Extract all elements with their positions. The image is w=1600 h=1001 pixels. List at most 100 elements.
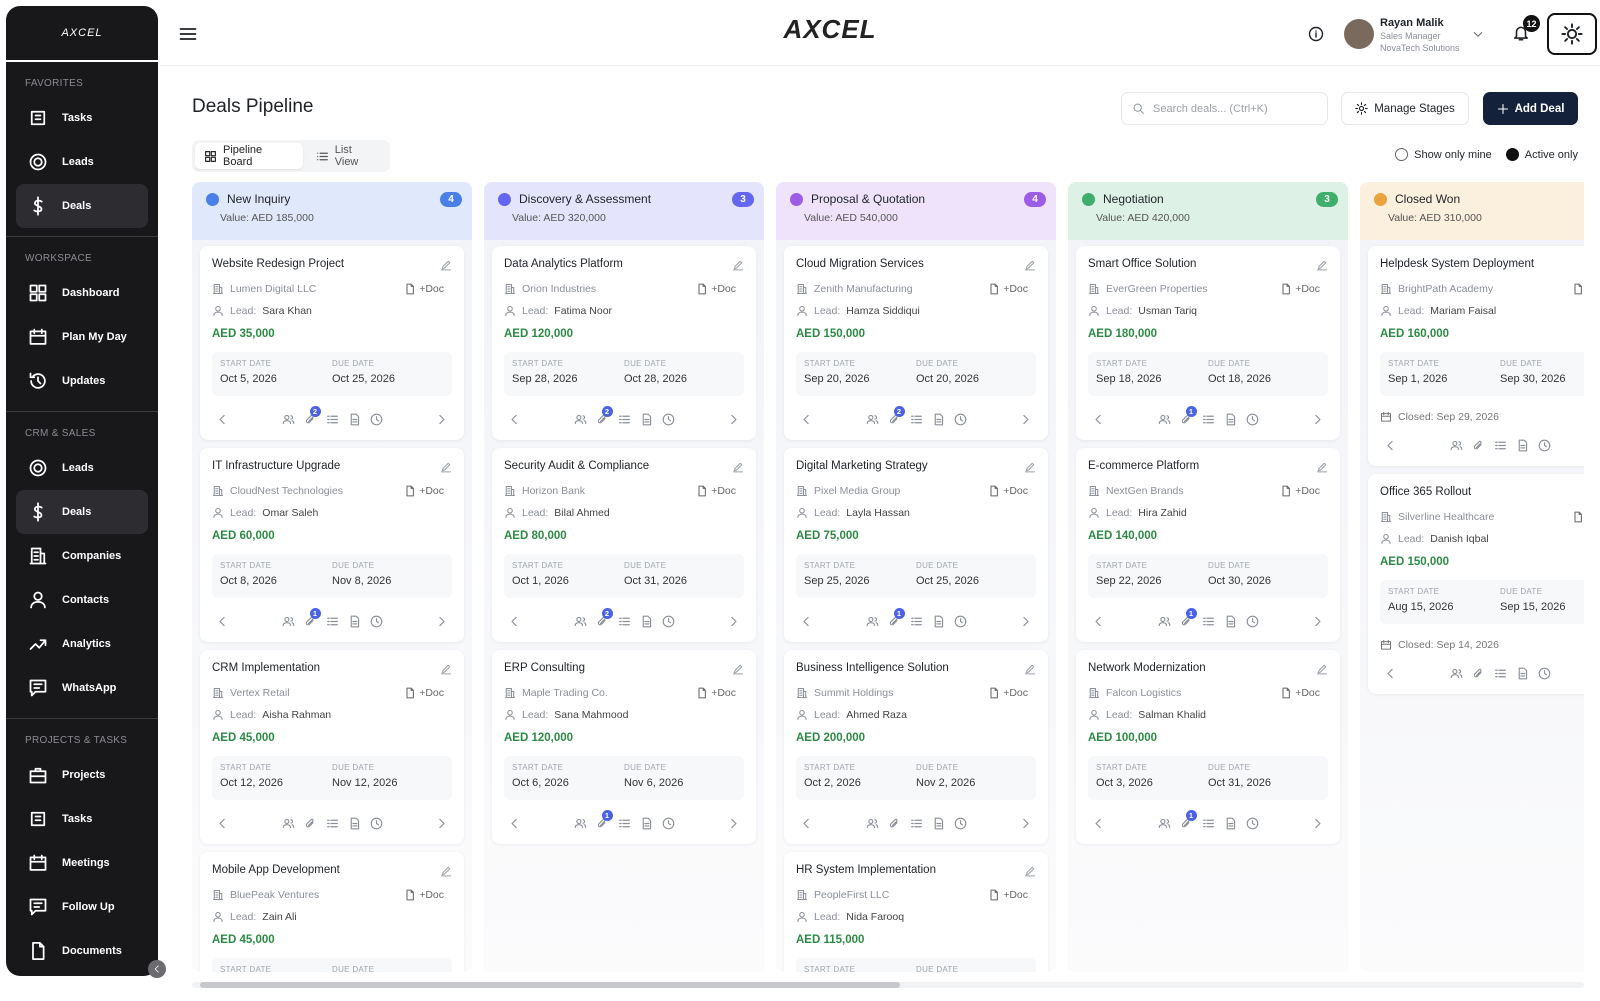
next-stage[interactable] — [1311, 817, 1324, 830]
users-action[interactable] — [574, 817, 587, 830]
next-stage[interactable] — [1019, 413, 1032, 426]
list-action[interactable] — [618, 413, 631, 426]
edit-button[interactable] — [732, 258, 744, 276]
user-menu[interactable] — [1472, 27, 1484, 45]
filter[interactable]: Active only — [1505, 148, 1578, 161]
clip-action[interactable]: 2 — [596, 607, 613, 628]
edit-button[interactable] — [1316, 460, 1328, 478]
clip-action[interactable]: 1 — [888, 607, 905, 628]
nav-item[interactable]: Leads — [16, 140, 148, 184]
users-action[interactable] — [1158, 615, 1171, 628]
list-action[interactable] — [326, 817, 339, 830]
add-doc[interactable]: +Doc — [988, 485, 1028, 497]
nav-item[interactable]: Deals — [16, 184, 148, 228]
file-action[interactable] — [348, 413, 361, 426]
add-doc[interactable]: +Doc — [696, 687, 736, 699]
list-action[interactable] — [1202, 615, 1215, 628]
clip-action[interactable]: 1 — [1180, 809, 1197, 830]
sidebar-logo[interactable]: AXCEL — [6, 6, 158, 62]
logo[interactable]: AXCEL — [783, 14, 877, 44]
list-action[interactable] — [1202, 413, 1215, 426]
users-action[interactable] — [866, 817, 879, 830]
nav-item[interactable]: Meetings — [16, 841, 148, 885]
users-action[interactable] — [1158, 817, 1171, 830]
list-action[interactable] — [910, 615, 923, 628]
edit-button[interactable] — [440, 864, 452, 882]
deal-card[interactable]: CRM Implementation Vertex Retail +Doc Lead:… — [200, 650, 464, 844]
clock-action[interactable] — [954, 413, 967, 426]
clip-action[interactable] — [304, 817, 317, 830]
add-doc[interactable]: +Doc — [1280, 485, 1320, 497]
clip-action[interactable]: 2 — [596, 405, 613, 426]
nav-item[interactable]: Plan My Day — [16, 315, 148, 359]
add-doc[interactable]: +Doc — [1280, 283, 1320, 295]
file-action[interactable] — [1516, 439, 1529, 452]
clip-action[interactable]: 2 — [888, 405, 905, 426]
deal-card[interactable]: Mobile App Development BluePeak Ventures +… — [200, 852, 464, 972]
prev-stage[interactable] — [1092, 413, 1105, 426]
next-stage[interactable] — [435, 615, 448, 628]
file-action[interactable] — [348, 817, 361, 830]
users-action[interactable] — [574, 413, 587, 426]
clip-action[interactable] — [1472, 439, 1485, 452]
clock-action[interactable] — [662, 413, 675, 426]
users-action[interactable] — [282, 817, 295, 830]
file-action[interactable] — [932, 413, 945, 426]
prev-stage[interactable] — [1384, 667, 1397, 680]
deal-card[interactable]: Cloud Migration Services Zenith Manufactu… — [784, 246, 1048, 440]
info-button[interactable] — [1308, 26, 1324, 47]
add-doc[interactable]: +Doc — [696, 283, 736, 295]
next-stage[interactable] — [435, 413, 448, 426]
clock-action[interactable] — [954, 615, 967, 628]
nav-item[interactable]: Analytics — [16, 622, 148, 666]
prev-stage[interactable] — [508, 615, 521, 628]
users-action[interactable] — [282, 615, 295, 628]
file-action[interactable] — [348, 615, 361, 628]
nav-item[interactable]: Updates — [16, 359, 148, 403]
clock-action[interactable] — [954, 817, 967, 830]
file-action[interactable] — [1516, 667, 1529, 680]
deal-card[interactable]: HR System Implementation PeopleFirst LLC +… — [784, 852, 1048, 972]
user-name[interactable]: Rayan Malik — [1380, 17, 1444, 29]
nav-item[interactable]: WhatsApp — [16, 666, 148, 710]
next-stage[interactable] — [1311, 413, 1324, 426]
edit-button[interactable] — [440, 258, 452, 276]
menu-button[interactable] — [178, 24, 198, 49]
add-doc[interactable]: +Doc — [696, 485, 736, 497]
file-action[interactable] — [932, 817, 945, 830]
users-action[interactable] — [866, 413, 879, 426]
tab[interactable]: Pipeline Board — [195, 143, 303, 169]
list-action[interactable] — [618, 615, 631, 628]
deal-card[interactable]: Business Intelligence Solution Summit Hol… — [784, 650, 1048, 844]
clock-action[interactable] — [662, 615, 675, 628]
nav-item[interactable]: Leads — [16, 446, 148, 490]
prev-stage[interactable] — [800, 413, 813, 426]
clock-action[interactable] — [370, 413, 383, 426]
list-action[interactable] — [326, 413, 339, 426]
add-deal-button[interactable]: Add Deal — [1483, 92, 1578, 125]
nav-item[interactable]: Companies — [16, 534, 148, 578]
next-stage[interactable] — [727, 817, 740, 830]
add-doc[interactable]: +Doc — [404, 485, 444, 497]
users-action[interactable] — [1158, 413, 1171, 426]
add-doc[interactable]: +Doc — [1572, 283, 1584, 295]
clip-action[interactable] — [1472, 667, 1485, 680]
clock-action[interactable] — [1246, 413, 1259, 426]
next-stage[interactable] — [727, 413, 740, 426]
edit-button[interactable] — [732, 662, 744, 680]
edit-button[interactable] — [1024, 864, 1036, 882]
file-action[interactable] — [1224, 817, 1237, 830]
tab[interactable]: List View — [307, 143, 387, 169]
deal-card[interactable]: Office 365 Rollout Silverline Healthcare +… — [1368, 474, 1584, 694]
users-action[interactable] — [282, 413, 295, 426]
add-doc[interactable]: +Doc — [988, 283, 1028, 295]
clip-action[interactable]: 1 — [304, 607, 321, 628]
add-doc[interactable]: +Doc — [404, 889, 444, 901]
list-action[interactable] — [1202, 817, 1215, 830]
file-action[interactable] — [1224, 413, 1237, 426]
clip-action[interactable] — [888, 817, 901, 830]
clip-action[interactable]: 1 — [1180, 607, 1197, 628]
prev-stage[interactable] — [1384, 439, 1397, 452]
next-stage[interactable] — [1019, 817, 1032, 830]
next-stage[interactable] — [1311, 615, 1324, 628]
